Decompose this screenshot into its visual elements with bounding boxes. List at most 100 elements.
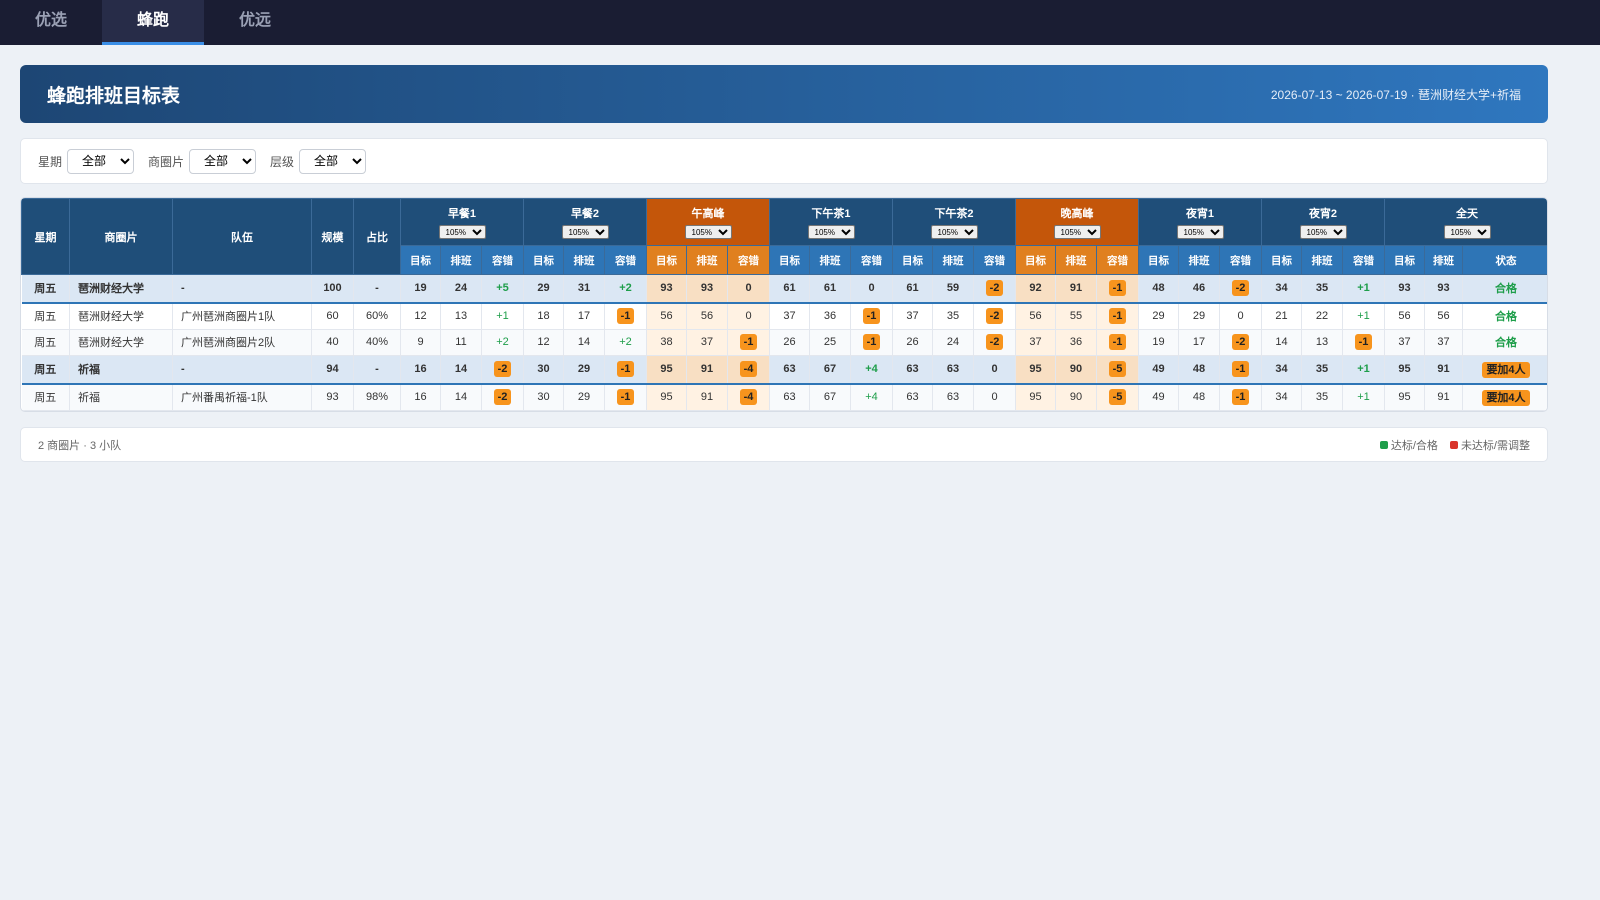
table-cell: 46	[1178, 274, 1220, 304]
cell-value: 48	[1192, 391, 1206, 403]
nav-tab[interactable]: 蜂跑	[102, 0, 204, 45]
rate-select[interactable]: 105%	[807, 225, 855, 239]
group-header: 午高峰 105%	[646, 198, 770, 246]
cell-value: 30	[537, 391, 550, 403]
table-cell: 13	[440, 302, 482, 330]
table-cell: 93	[1384, 274, 1425, 304]
nav-tab[interactable]: 优选	[34, 12, 67, 29]
cell-value: -2	[1231, 334, 1250, 351]
table-cell: 合格	[1462, 302, 1547, 330]
filter-bar: 星期 全部 商圈片 全部 层级 全部	[20, 138, 1548, 184]
cell-value: 94	[326, 363, 339, 376]
cell-value: 29	[1152, 310, 1165, 322]
cell-value: 17	[577, 310, 591, 322]
table-cell: 100	[311, 274, 354, 304]
table-cell: 周五	[21, 302, 70, 330]
table-cell: 49	[1138, 355, 1179, 385]
subcolumn-header: 排班	[440, 245, 482, 275]
table-cell: 37	[1384, 329, 1425, 356]
table-cell: 37	[686, 329, 728, 356]
cell-value: 35	[946, 310, 960, 322]
table-cell: 56	[1424, 302, 1463, 330]
cell-value: 37	[1398, 336, 1411, 349]
cell-value: 34	[1275, 282, 1288, 295]
cell-value: +4	[865, 391, 878, 403]
filter-select[interactable]: 全部	[299, 148, 367, 174]
cell-value: 祈福	[78, 364, 100, 377]
cell-value: 90	[1069, 363, 1083, 376]
cell-value: 26	[906, 336, 919, 349]
table-cell: -1	[1096, 274, 1139, 304]
filter-select[interactable]: 全部	[189, 148, 257, 174]
table-cell: 17	[1178, 329, 1220, 356]
cell-value: 67	[823, 363, 837, 376]
table-cell: 94	[311, 355, 354, 385]
cell-value: 19	[1152, 336, 1165, 349]
table-cell: 21	[1261, 302, 1302, 330]
cell-value: 14	[1275, 336, 1288, 349]
table-cell: 13	[1301, 329, 1343, 356]
rate-select[interactable]: 105%	[1443, 225, 1491, 239]
table-cell: 9	[400, 329, 441, 356]
table-cell: 95	[1384, 355, 1425, 385]
legend-swatch	[1379, 440, 1388, 449]
table-cell: 56	[646, 302, 687, 330]
table-cell: 29	[563, 383, 605, 411]
table-cell: 22	[1301, 302, 1343, 330]
cell-value: 21	[1275, 310, 1288, 322]
table-cell: 63	[932, 383, 974, 411]
cell-value: 92	[1029, 282, 1042, 295]
cell-value: -2	[1231, 280, 1250, 297]
table-cell: 95	[1384, 383, 1425, 411]
table-cell: 周五	[21, 329, 70, 356]
cell-value: 40%	[365, 336, 389, 349]
table-cell: 要加4人	[1462, 383, 1547, 411]
cell-value: 91	[1437, 391, 1450, 403]
cell-value: 37	[783, 310, 796, 322]
cell-value: 56	[1437, 310, 1450, 322]
cell-value: 93	[660, 282, 673, 295]
cell-value: 16	[414, 391, 427, 403]
table-cell: 26	[892, 329, 933, 356]
cell-value: 24	[454, 282, 468, 295]
cell-value: +1	[1357, 282, 1370, 295]
cell-value: -	[375, 282, 379, 295]
table-cell: -1	[604, 355, 647, 385]
cell-value: 31	[577, 282, 591, 295]
table-cell: 29	[1178, 302, 1220, 330]
subcolumn-header: 排班	[1178, 245, 1220, 275]
filter-select[interactable]: 全部	[67, 148, 135, 174]
table-cell: 广州番禺祈福-1队	[172, 383, 312, 411]
rate-select[interactable]: 105%	[561, 225, 609, 239]
table-cell: 琶洲财经大学	[69, 274, 173, 304]
rate-select[interactable]: 105%	[1176, 225, 1224, 239]
cell-value: 40	[326, 336, 339, 349]
cell-value: 60	[326, 310, 339, 322]
cell-value: 周五	[34, 337, 57, 350]
table-cell: +4	[850, 383, 893, 411]
table-cell: 63	[892, 355, 933, 385]
rate-select[interactable]: 105%	[1299, 225, 1347, 239]
table-cell: 91	[686, 383, 728, 411]
cell-value: 11	[455, 336, 467, 349]
cell-value: 91	[700, 363, 714, 376]
rate-select[interactable]: 105%	[1053, 225, 1101, 239]
table-cell: 16	[400, 383, 441, 411]
nav-tab[interactable]: 优远	[238, 12, 271, 29]
subcolumn-header: 容错	[1219, 245, 1262, 275]
cell-value: -1	[862, 308, 881, 324]
cell-value: 30	[537, 363, 550, 376]
summary-row: 周五 琶洲财经大学 - 100 - 19 24 +5 29 31 +2 93 93 0 61 61 0 61 59 -…	[21, 274, 1547, 304]
table-cell: 61	[809, 274, 851, 304]
footer-summary: 2 商圈片 · 3 小队	[38, 439, 122, 452]
table-cell: 90	[1055, 355, 1097, 385]
table-head: 星期 商圈片 队伍 规模 占比 早餐1 105% 早餐2 105% 午高峰 105% 下午茶1 105%…	[21, 198, 1547, 275]
cell-value: 合格	[1495, 283, 1517, 296]
legend: 达标/合格 未达标/需调整	[1368, 437, 1530, 453]
rate-select[interactable]: 105%	[930, 225, 978, 239]
rate-select[interactable]: 105%	[684, 225, 732, 239]
rate-select[interactable]: 105%	[438, 225, 486, 239]
table-cell: 0	[727, 302, 770, 330]
subcolumn-header: 目标	[769, 245, 810, 275]
cell-value: -2	[493, 389, 512, 405]
